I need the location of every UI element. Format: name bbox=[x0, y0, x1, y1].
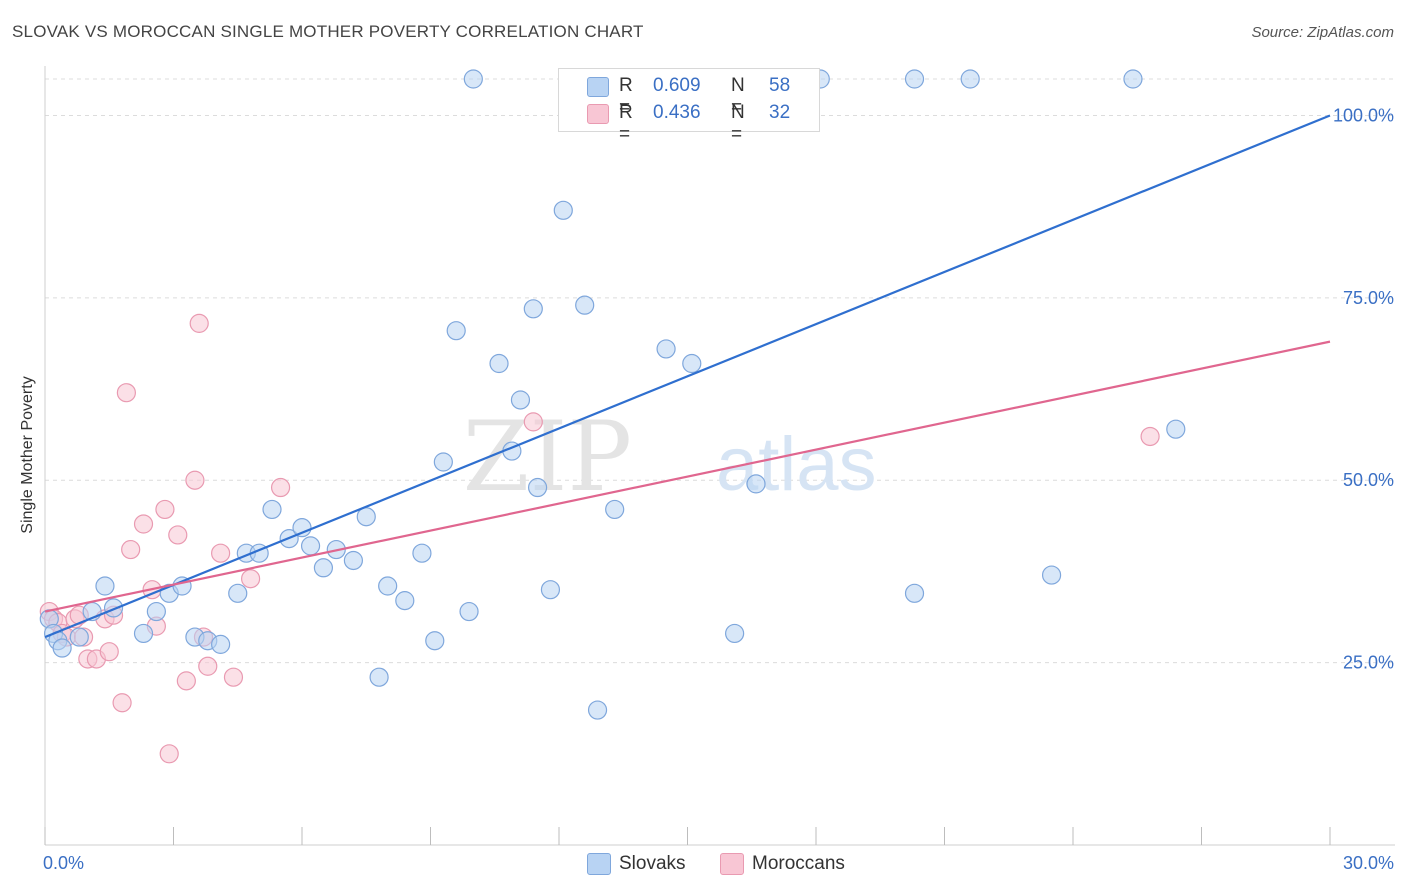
moroccans-point bbox=[176, 671, 196, 691]
slovaks-point bbox=[746, 474, 766, 494]
slovaks-swatch bbox=[587, 77, 609, 97]
slovaks-point bbox=[412, 543, 432, 563]
slovaks-point bbox=[459, 601, 479, 622]
moroccans-swatch bbox=[587, 104, 609, 124]
moroccans-point bbox=[1140, 426, 1160, 447]
moroccans-point bbox=[168, 525, 188, 545]
trendlines bbox=[44, 114, 1331, 639]
slovaks-point bbox=[228, 583, 248, 603]
x-tick-label: 30.0% bbox=[1343, 853, 1394, 873]
slovaks-point bbox=[313, 558, 334, 578]
slovaks-point bbox=[433, 452, 453, 472]
slovaks-trendline bbox=[44, 114, 1331, 639]
slovaks-point bbox=[133, 623, 154, 644]
slovaks-point bbox=[904, 69, 925, 89]
slovaks-point bbox=[69, 627, 89, 647]
slovaks-point bbox=[425, 631, 445, 651]
slovaks-point bbox=[725, 623, 745, 644]
moroccans-legend-swatch bbox=[720, 853, 744, 875]
correlation-legend: R = 0.609 N = 58 R = 0.436 N = 32 bbox=[558, 68, 820, 145]
tick-labels: 25.0% 50.0% 75.0% 100.0% 0.0% 30.0% bbox=[43, 105, 1394, 873]
chart-source: Source: ZipAtlas.com bbox=[1251, 24, 1394, 41]
y-tick-label: 100.0% bbox=[1333, 105, 1394, 125]
slovaks-point bbox=[395, 591, 415, 611]
slovaks-point bbox=[146, 601, 166, 622]
slovaks-point bbox=[343, 550, 363, 571]
slovaks-point bbox=[378, 576, 398, 596]
legend-r-value: 0.436 bbox=[653, 102, 701, 123]
slovaks-point bbox=[904, 583, 925, 603]
moroccans-point bbox=[159, 744, 179, 764]
moroccans-points bbox=[39, 313, 1160, 764]
slovaks-point bbox=[489, 353, 509, 374]
moroccans-point bbox=[99, 642, 119, 662]
moroccans-point bbox=[211, 543, 231, 563]
slovaks-point bbox=[510, 390, 531, 410]
slovaks-point bbox=[960, 69, 980, 89]
slovaks-legend-swatch bbox=[587, 853, 611, 875]
slovaks-point bbox=[523, 299, 543, 319]
slovaks-point bbox=[575, 295, 595, 315]
axes bbox=[44, 66, 1395, 846]
moroccans-point bbox=[189, 313, 209, 333]
legend-n-value: 32 bbox=[769, 102, 791, 123]
slovaks-point bbox=[95, 576, 115, 596]
slovaks-point bbox=[1041, 565, 1062, 585]
chart-title: SLOVAK VS MOROCCAN SINGLE MOTHER POVERTY… bbox=[12, 22, 644, 41]
slovaks-point bbox=[587, 700, 608, 720]
legend-r-label: R = bbox=[619, 75, 633, 118]
slovaks-point bbox=[605, 499, 625, 520]
slovaks-point bbox=[656, 339, 676, 359]
moroccans-trendline bbox=[44, 340, 1331, 613]
moroccans-point bbox=[121, 539, 141, 560]
legend-n-label: N = bbox=[731, 102, 745, 145]
slovaks-point bbox=[553, 200, 573, 220]
legend-r-value: 0.609 bbox=[653, 75, 701, 96]
moroccans-point bbox=[198, 656, 218, 676]
y-tick-label: 25.0% bbox=[1343, 653, 1394, 673]
legend-n-label: N = bbox=[731, 75, 745, 118]
slovaks-point bbox=[369, 667, 389, 687]
moroccans-point bbox=[112, 693, 132, 713]
moroccans-point bbox=[223, 667, 244, 687]
slovaks-point bbox=[463, 69, 483, 89]
y-tick-label: 75.0% bbox=[1343, 288, 1394, 308]
slovaks-point bbox=[300, 536, 321, 556]
slovaks-point bbox=[103, 598, 124, 618]
legend-n-value: 58 bbox=[769, 75, 791, 96]
slovaks-point bbox=[211, 634, 231, 654]
slovaks-point bbox=[1166, 419, 1186, 439]
moroccans-point bbox=[116, 383, 136, 403]
y-tick-label: 50.0% bbox=[1343, 470, 1394, 490]
moroccans-point bbox=[523, 412, 543, 432]
slovaks-point bbox=[540, 580, 561, 600]
slovaks-point bbox=[527, 477, 548, 498]
legend-r-label: R = bbox=[619, 102, 633, 145]
slovaks-point bbox=[292, 518, 312, 538]
moroccans-point bbox=[133, 514, 154, 534]
moroccans-point bbox=[155, 499, 175, 520]
slovaks-point bbox=[446, 321, 466, 341]
moroccans-point bbox=[270, 477, 291, 498]
moroccans-point bbox=[241, 569, 261, 589]
moroccans-legend-label: Moroccans bbox=[752, 853, 845, 874]
slovaks-points bbox=[39, 69, 1186, 720]
slovaks-point bbox=[52, 638, 72, 658]
slovaks-point bbox=[1123, 69, 1143, 89]
slovaks-point bbox=[682, 353, 702, 374]
x-tick-label: 0.0% bbox=[43, 853, 84, 873]
moroccans-point bbox=[185, 470, 205, 490]
slovaks-point bbox=[262, 499, 282, 520]
slovaks-legend-label: Slovaks bbox=[619, 853, 686, 874]
